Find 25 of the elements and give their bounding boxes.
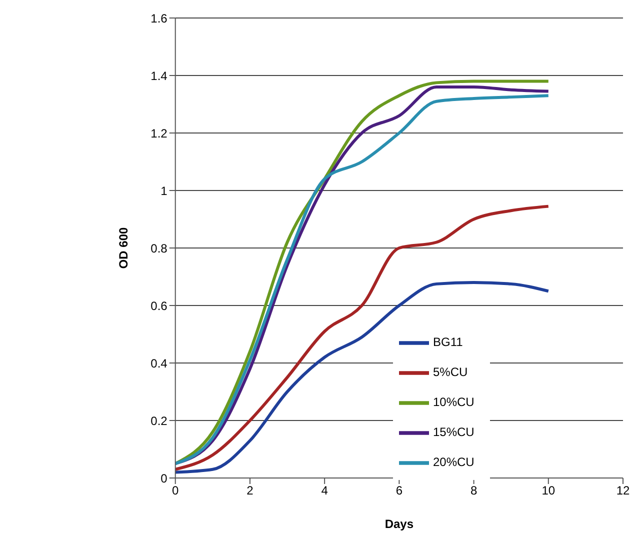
x-tick-label: 0 [172,484,180,498]
y-tick-label: 0 [160,471,168,486]
legend-label: 10%CU [433,395,474,410]
y-tick-label: 0.4 [150,356,168,370]
line-series [175,204,550,471]
y-tick-label: 1 [160,184,168,198]
legend-label: 20%CU [433,455,474,470]
x-tick-label: 12 [616,484,630,498]
x-tick-label: 8 [470,484,478,498]
x-tick-label: 4 [321,484,328,498]
x-tick-label: 10 [542,484,556,498]
y-tick-label: 0.8 [150,241,168,256]
legend-label: 5%CU [433,365,468,380]
x-tick-label: 2 [246,484,254,498]
line-series [175,281,550,474]
x-axis-title: Days [384,517,414,531]
y-tick-label: 0.2 [150,414,168,428]
legend-label: 15%CU [433,425,474,440]
y-tick-label: 1.4 [150,68,168,83]
y-tick-label: 1.2 [150,126,168,140]
x-tick-label: 6 [396,484,403,498]
y-tick-label: 0.6 [150,298,168,313]
y-tick-label: 1.6 [150,11,168,26]
y-axis-title: OD 600 [116,227,131,269]
legend-label: BG11 [433,335,463,350]
